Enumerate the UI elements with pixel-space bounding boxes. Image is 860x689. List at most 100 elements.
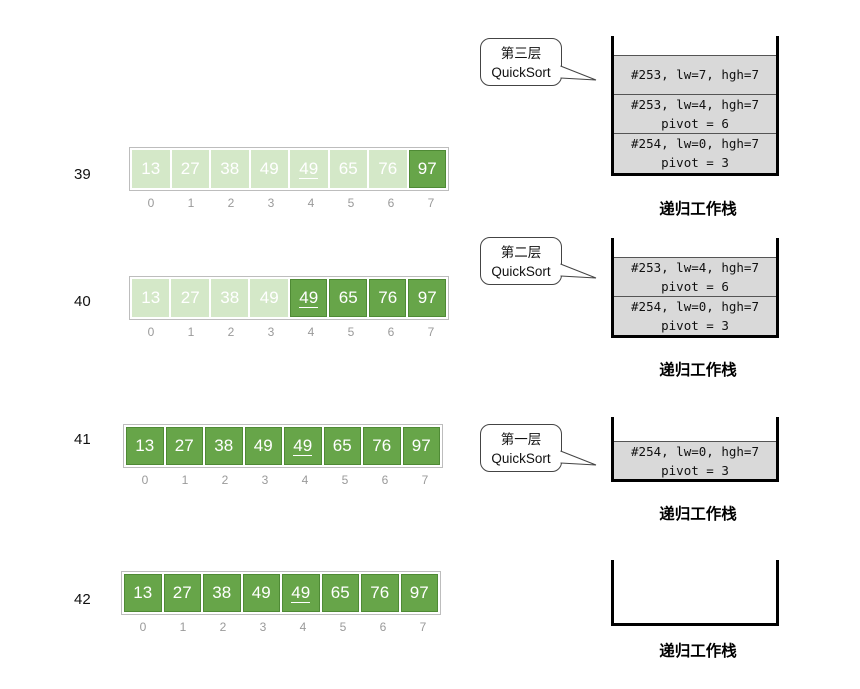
index-label: 0: [141, 473, 149, 487]
recursion-stack: #254, lw=0, hgh=7 pivot = 3: [611, 417, 779, 482]
step-number: 39: [74, 166, 91, 183]
bubble-line1: 第一层: [500, 432, 542, 447]
index-label: 5: [341, 473, 349, 487]
index-label: 3: [267, 325, 275, 339]
stack-frame: #253, lw=4, hgh=7 pivot = 6: [614, 94, 776, 133]
array-cell: 49: [242, 574, 280, 612]
step-number: 41: [74, 431, 91, 448]
array-cell: 13: [132, 150, 170, 188]
stack-caption: 递归工作栈: [659, 506, 737, 523]
array-cell: 65: [329, 150, 367, 188]
array: 13 27 38 49 49 65 76 97: [123, 424, 443, 468]
index-label: 1: [179, 620, 187, 634]
array-cell: 13: [126, 427, 164, 465]
array-cell: 76: [369, 150, 407, 188]
index-label: 4: [307, 196, 315, 210]
array-cell: 97: [400, 574, 438, 612]
array-cell: 38: [211, 150, 249, 188]
index-label: 6: [379, 620, 387, 634]
index-label: 7: [427, 325, 435, 339]
recursion-stack: [611, 560, 779, 626]
index-label: 2: [227, 325, 235, 339]
index-row: 0 1 2 3 4 5 6 7: [132, 196, 450, 210]
index-row: 0 1 2 3 4 5 6 7: [132, 325, 450, 339]
recursion-stack: #253, lw=4, hgh=7 pivot = 6 #254, lw=0, …: [611, 238, 779, 338]
frame-line: pivot = 3: [661, 463, 729, 478]
array-cell: 49: [250, 150, 288, 188]
array-cell: 27: [165, 427, 203, 465]
bubble-line2: QuickSort: [491, 65, 551, 80]
array-cell: 76: [368, 279, 407, 317]
array-cell: 27: [163, 574, 201, 612]
array-cell: 76: [363, 427, 401, 465]
frame-line: #253, lw=4, hgh=7: [631, 260, 759, 275]
index-label: 6: [387, 325, 395, 339]
array-cell: 38: [205, 427, 243, 465]
array-cell: 97: [408, 279, 446, 317]
frame-line: #254, lw=0, hgh=7: [631, 299, 759, 314]
bubble-line2: QuickSort: [491, 264, 551, 279]
index-label: 0: [147, 325, 155, 339]
stack-frame: #253, lw=4, hgh=7 pivot = 6: [614, 257, 776, 296]
index-label: 0: [147, 196, 155, 210]
index-label: 4: [301, 473, 309, 487]
index-label: 5: [347, 196, 355, 210]
stack-caption: 递归工作栈: [659, 643, 737, 660]
bubble-line2: QuickSort: [491, 451, 551, 466]
bubble-tail: [560, 263, 597, 279]
array-cell-pivot: 49: [289, 279, 328, 317]
step-number: 42: [74, 591, 91, 608]
index-label: 3: [259, 620, 267, 634]
stack-caption: 递归工作栈: [659, 201, 737, 218]
bubble-line1: 第二层: [500, 245, 542, 260]
stack-frame: #253, lw=7, hgh=7: [614, 55, 776, 94]
speech-bubble: 第二层 QuickSort: [480, 237, 562, 285]
index-label: 3: [267, 196, 275, 210]
index-label: 5: [347, 325, 355, 339]
frame-line: pivot = 3: [661, 318, 729, 333]
index-label: 5: [339, 620, 347, 634]
index-label: 6: [381, 473, 389, 487]
index-label: 7: [427, 196, 435, 210]
array-cell: 13: [132, 279, 170, 317]
array-cell: 38: [203, 574, 241, 612]
frame-line: pivot = 3: [661, 155, 729, 170]
array: 13 27 38 49 49 65 76 97: [121, 571, 441, 615]
index-label: 7: [419, 620, 427, 634]
frame-line: #253, lw=7, hgh=7: [631, 67, 759, 82]
array-cell: 13: [124, 574, 162, 612]
array-cell-pivot: 49: [282, 574, 320, 612]
index-label: 4: [299, 620, 307, 634]
bubble-tail: [560, 65, 597, 81]
frame-line: #254, lw=0, hgh=7: [631, 444, 759, 459]
array-cell: 27: [171, 279, 209, 317]
index-label: 7: [421, 473, 429, 487]
stack-frame: #254, lw=0, hgh=7 pivot = 3: [614, 133, 776, 173]
array-cell: 97: [408, 150, 447, 188]
array-cell: 65: [329, 279, 367, 317]
index-label: 2: [219, 620, 227, 634]
recursion-stack: #253, lw=7, hgh=7 #253, lw=4, hgh=7 pivo…: [611, 36, 779, 176]
index-label: 1: [181, 473, 189, 487]
array-cell: 38: [210, 279, 249, 317]
array-cell: 27: [171, 150, 209, 188]
speech-bubble: 第三层 QuickSort: [480, 38, 562, 86]
index-label: 1: [187, 325, 195, 339]
index-label: 2: [227, 196, 235, 210]
bubble-tail: [560, 450, 597, 466]
array-cell: 49: [250, 279, 288, 317]
array-cell: 65: [321, 574, 359, 612]
index-row: 0 1 2 3 4 5 6 7: [126, 473, 444, 487]
stack-frame: #254, lw=0, hgh=7 pivot = 3: [614, 296, 776, 335]
array: 13 27 38 49 49 65 76 97: [129, 276, 449, 320]
index-label: 6: [387, 196, 395, 210]
index-label: 1: [187, 196, 195, 210]
array: 13 27 38 49 49 65 76 97: [129, 147, 449, 191]
array-cell: 49: [244, 427, 282, 465]
frame-line: #253, lw=4, hgh=7: [631, 97, 759, 112]
speech-bubble: 第一层 QuickSort: [480, 424, 562, 472]
index-label: 3: [261, 473, 269, 487]
frame-line: #254, lw=0, hgh=7: [631, 136, 759, 151]
stack-frame: #254, lw=0, hgh=7 pivot = 3: [614, 441, 776, 479]
frame-line: pivot = 6: [661, 279, 729, 294]
